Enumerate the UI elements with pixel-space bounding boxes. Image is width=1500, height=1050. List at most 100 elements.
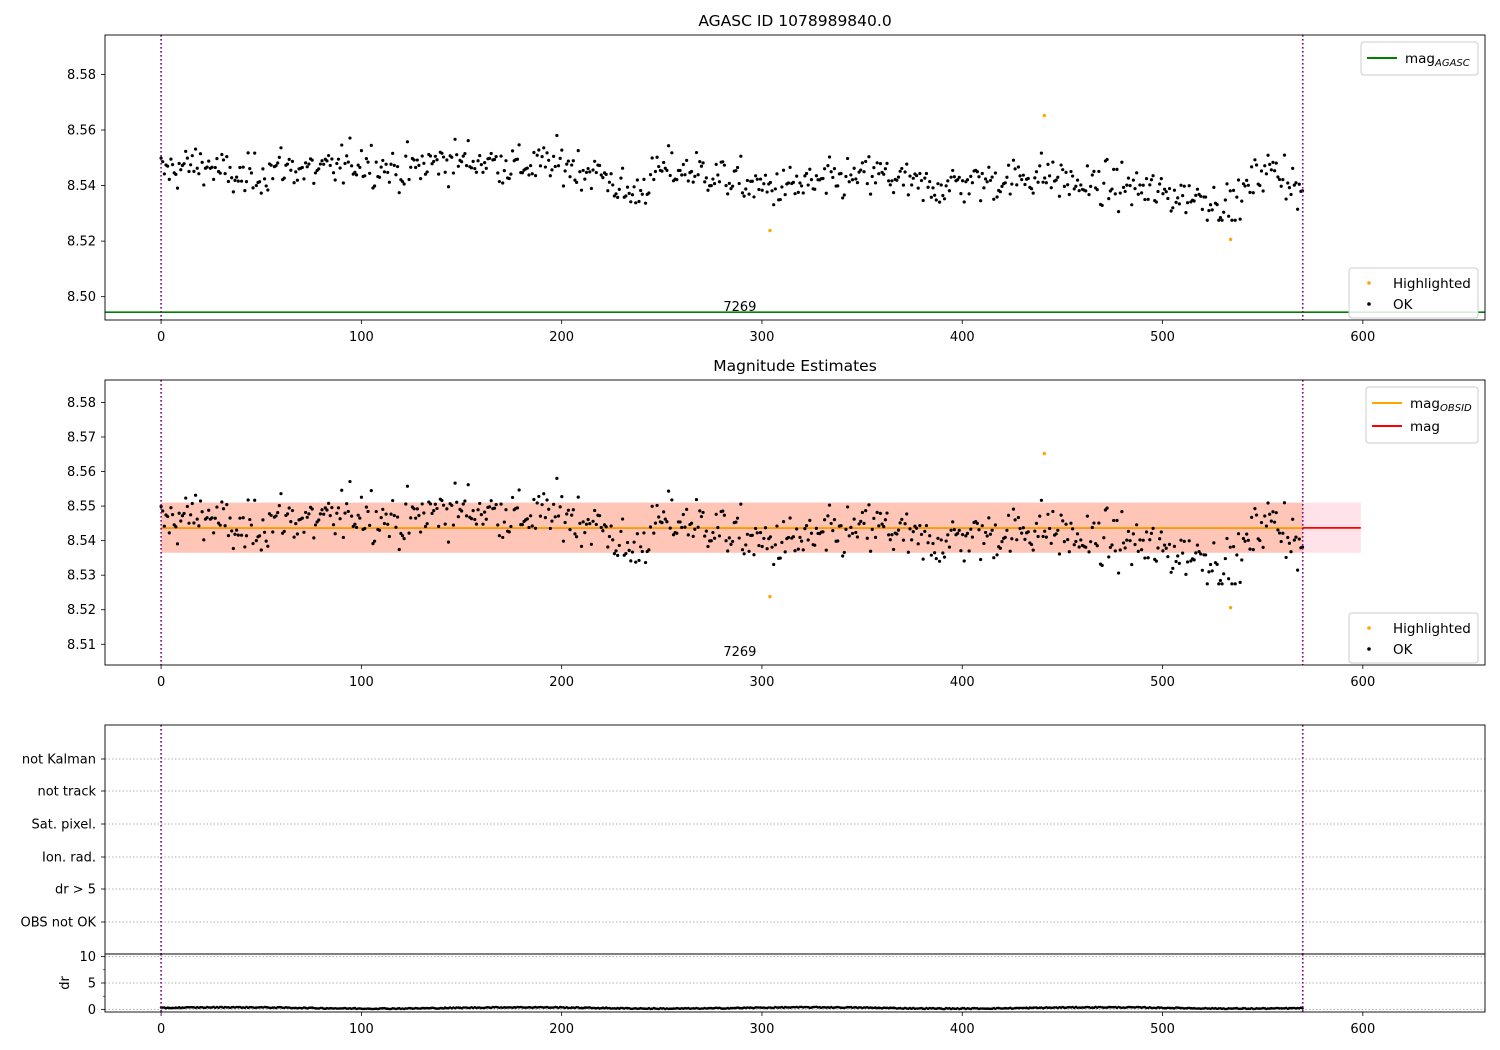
data-point [770,189,774,193]
data-point [1066,538,1070,542]
data-point [1274,161,1278,165]
data-point [1115,167,1119,171]
data-point [864,159,868,164]
data-point [844,174,848,179]
data-point [1013,518,1017,522]
data-point [890,179,894,183]
x-tick-label: 600 [1350,675,1375,690]
data-point [1126,529,1131,533]
data-point [650,156,654,160]
x-tick-label: 600 [1350,330,1375,345]
data-point [860,161,864,165]
data-point [335,161,339,166]
data-point [353,170,357,174]
data-point [594,522,598,527]
x-tick-label: 200 [549,675,574,690]
data-point [1208,203,1213,207]
data-point [1057,194,1062,198]
data-point [1161,192,1165,196]
data-point [788,516,792,520]
data-point [276,161,280,165]
data-point [346,160,350,164]
data-point [847,534,851,538]
data-point [578,521,582,526]
data-point [875,510,879,514]
data-point [266,544,270,548]
data-point [1184,572,1188,576]
legend-marker-swatch [1367,302,1371,306]
data-point [292,535,296,539]
data-point [606,545,610,549]
data-point [846,505,850,509]
x-tick-label: 0 [157,675,165,690]
data-point [983,177,988,181]
data-point [813,187,817,191]
data-point [259,191,263,195]
data-point [395,515,400,519]
data-point [159,504,163,509]
data-point [415,507,419,511]
data-point [177,511,181,515]
data-point [1072,187,1076,191]
data-point [1281,531,1285,535]
data-point [533,526,538,530]
data-point [1253,158,1257,162]
data-point [678,168,682,173]
data-point [1125,183,1129,187]
data-point [1292,538,1296,542]
data-point [563,520,567,525]
data-point [872,516,876,520]
data-point [520,523,525,527]
data-point [1154,200,1158,204]
data-point [754,174,758,178]
data-point [1263,164,1267,168]
x-tick-label: 400 [950,675,975,690]
data-point [542,492,546,496]
data-point [691,534,695,538]
data-point [609,172,613,176]
data-point [1297,182,1301,186]
data-point [1087,192,1091,197]
data-point [957,528,961,533]
data-point [965,531,970,535]
data-point [1258,538,1262,543]
data-point [405,140,410,144]
data-point [1033,529,1037,533]
x-tick-label: 0 [157,1022,165,1037]
data-point [269,513,273,517]
data-point [573,178,577,182]
data-point [445,158,449,162]
data-point [558,156,562,161]
data-point [338,166,342,170]
data-point [464,164,469,168]
data-point [1113,549,1117,553]
data-point [226,179,231,184]
data-point [593,508,597,513]
data-point [1141,538,1145,542]
data-point [798,181,802,185]
data-point [1016,515,1021,520]
data-point [923,529,927,534]
data-point [540,503,544,507]
data-point [712,182,717,186]
data-point [358,516,362,520]
data-point [1020,531,1024,535]
data-point [1195,187,1200,191]
data-point [962,559,966,563]
data-point [253,498,257,502]
data-point [325,508,329,512]
data-point [202,538,206,542]
data-point [1118,191,1122,195]
data-point [1074,539,1078,544]
data-point [379,516,383,520]
data-point [1105,506,1109,510]
data-point [806,183,810,187]
data-point [1110,187,1114,191]
data-point [560,148,564,152]
data-point [1008,549,1012,553]
data-point [1123,189,1127,194]
data-point [377,175,382,179]
data-point [570,163,574,167]
obsid-label: 7269 [723,645,756,660]
data-point [653,169,658,174]
